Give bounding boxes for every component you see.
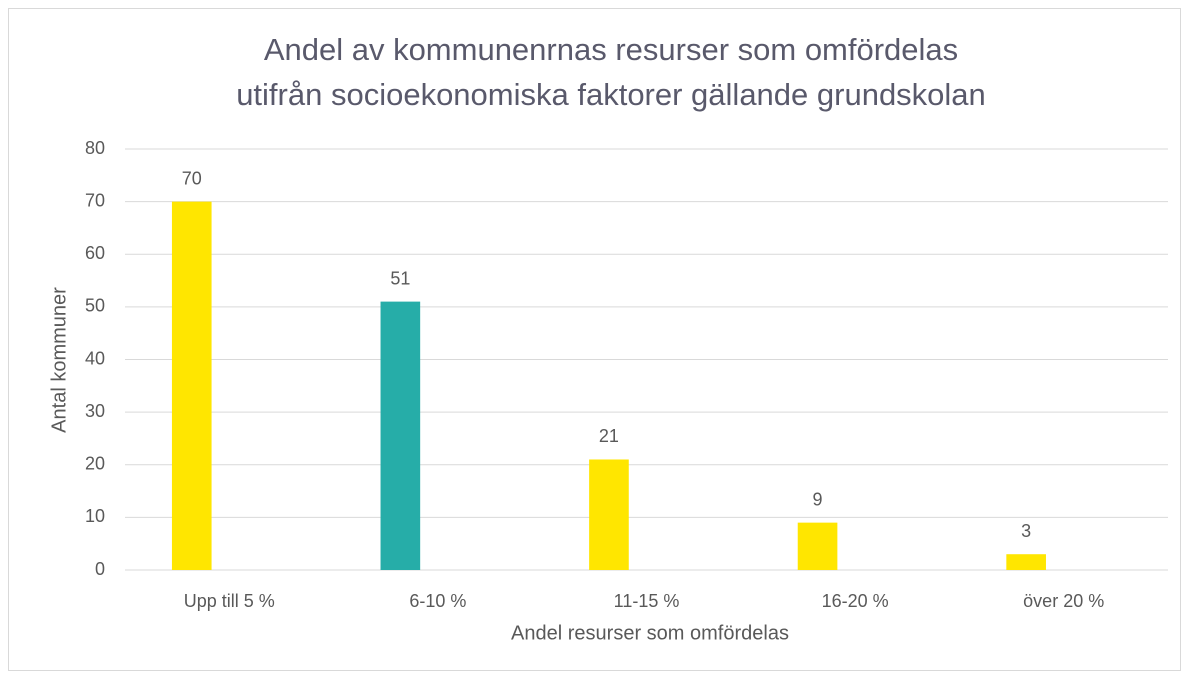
y-tick-label: 20 (85, 454, 105, 474)
y-tick-label: 10 (85, 506, 105, 526)
chart-title: Andel av kommunenrnas resurser som omför… (264, 32, 958, 67)
bar (1006, 554, 1046, 570)
data-label: 3 (1021, 521, 1031, 541)
y-tick-label: 30 (85, 401, 105, 421)
x-tick-label: 16-20 % (822, 591, 889, 611)
bar (380, 301, 421, 570)
chart-title: utifrån socioekonomiska faktorer gälland… (236, 77, 986, 112)
y-tick-label: 60 (85, 243, 105, 263)
x-axis-label: Andel resurser som omfördelas (511, 622, 789, 644)
y-tick-label: 0 (95, 559, 105, 579)
y-axis-label: Antal kommuner (48, 287, 70, 433)
y-tick-label: 50 (85, 296, 105, 316)
data-label: 51 (390, 268, 410, 288)
y-tick-label: 40 (85, 348, 105, 368)
y-tick-label: 70 (85, 190, 105, 210)
data-label: 9 (813, 489, 823, 509)
bar (589, 459, 629, 570)
x-tick-label: 11-15 % (614, 591, 680, 611)
data-label: 70 (182, 168, 202, 188)
y-tick-label: 80 (85, 138, 105, 158)
x-tick-label: Upp till 5 % (184, 591, 275, 611)
bar (171, 201, 212, 570)
bar (797, 522, 838, 570)
x-tick-label: över 20 % (1023, 591, 1104, 611)
data-label: 21 (599, 426, 619, 446)
x-tick-label: 6-10 % (409, 591, 466, 611)
